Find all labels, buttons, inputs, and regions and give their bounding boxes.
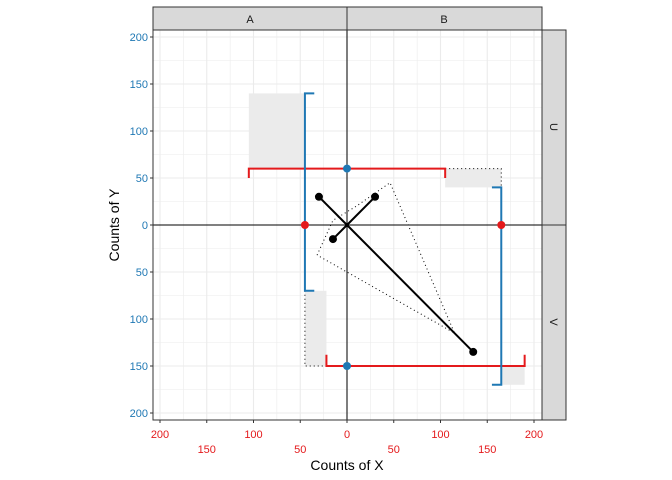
y-tick-label: 50	[136, 173, 148, 185]
data-point	[328, 235, 337, 244]
y-tick-label: 150	[130, 361, 148, 373]
strip-label-U: U	[547, 123, 559, 131]
segment-line	[346, 224, 474, 353]
segment-line	[346, 196, 376, 226]
red-point	[497, 221, 506, 229]
y-axis-title: Counts of Y	[106, 188, 122, 262]
dotted-path	[316, 181, 456, 335]
blue-point	[343, 164, 351, 173]
red-bracket	[325, 354, 526, 367]
x-tick-label: 200	[525, 429, 543, 441]
data-point	[314, 192, 323, 201]
shaded-rect	[445, 168, 502, 188]
segment-line	[318, 196, 348, 226]
x-tick-label: 200	[151, 429, 169, 441]
x-axis-title: Counts of X	[310, 457, 384, 473]
x-tick-label: 100	[244, 429, 262, 441]
blue-point	[343, 362, 351, 370]
strip-label-A: A	[246, 14, 254, 26]
shaded-rect	[501, 366, 525, 385]
data-point	[469, 347, 478, 356]
blue-bracket	[303, 92, 315, 292]
strip-label-B: B	[440, 14, 447, 26]
y-tick-label: 200	[130, 408, 148, 420]
x-tick-label: 150	[478, 444, 496, 456]
strip-label-V: V	[547, 318, 559, 326]
x-tick-label: 150	[198, 444, 216, 456]
y-tick-label: 100	[130, 126, 148, 138]
y-tick-label: 150	[130, 79, 148, 91]
x-tick-label: 0	[344, 429, 350, 441]
y-tick-label: 100	[130, 314, 148, 326]
shaded-rect	[248, 93, 305, 169]
red-point	[300, 221, 309, 229]
y-tick-label: 0	[142, 220, 148, 232]
y-tick-label: 200	[130, 32, 148, 44]
shaded-rect	[304, 290, 327, 366]
x-tick-label: 50	[294, 444, 306, 456]
x-tick-label: 100	[431, 429, 449, 441]
dotted-path	[445, 168, 502, 188]
y-tick-label: 50	[136, 267, 148, 279]
x-tick-label: 50	[388, 444, 400, 456]
plot-area	[152, 29, 543, 421]
data-point	[371, 192, 380, 201]
blue-bracket	[491, 186, 503, 386]
